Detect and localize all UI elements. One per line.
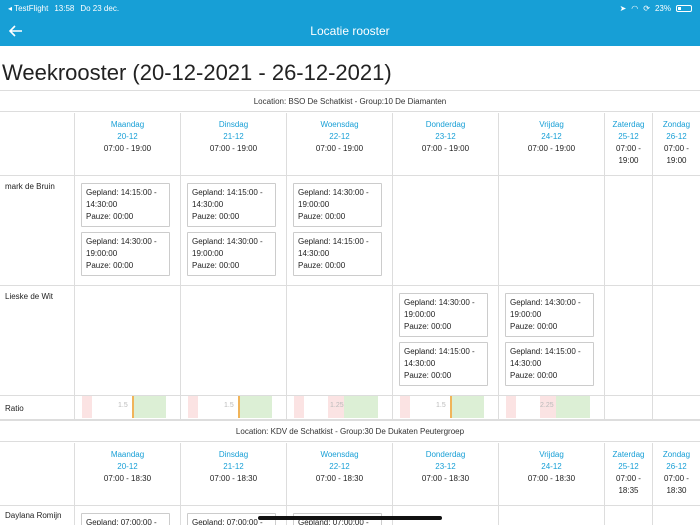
location-section-2: Location: KDV de Schatkist - Group:30 De… [0,420,700,442]
ratio-row: Ratio 1.5 1.5 1.25 1.5 2.25 [0,396,700,420]
day-header-dinsdag: Dinsdag 21-12 07:00 - 19:00 [180,113,286,175]
day-header-vrijdag: Vrijdag 24-12 07:00 - 19:00 [498,113,604,175]
shift-card[interactable]: Gepland: 14:30:00 - 19:00:00 Pauze: 00:0… [293,183,382,227]
day-header-row: Maandag 20-12 07:00 - 18:30 Dinsdag 21-1… [0,443,700,506]
battery-percent: 23% [654,3,671,13]
day-header-row: Maandag 20-12 07:00 - 19:00 Dinsdag 21-1… [0,113,700,176]
day-header-maandag: Maandag 20-12 07:00 - 18:30 [74,443,180,505]
shift-card[interactable]: Gepland: 14:30:00 - 19:00:00 Pauze: 00:0… [81,232,170,276]
lock-rotation-icon: ⟳ [643,3,650,13]
employee-name: Daylana Romijn [5,511,62,520]
shift-card[interactable]: Gepland: 14:15:00 - 14:30:00 Pauze: 00:0… [187,183,276,227]
shift-card[interactable]: Gepland: 14:15:00 - 14:30:00 Pauze: 00:0… [293,232,382,276]
testflight-back-link[interactable]: ◂ TestFlight [8,3,49,13]
employee-name: mark de Bruin [5,182,55,191]
home-indicator[interactable] [258,516,442,520]
status-time: 13:58 [54,3,75,13]
day-header-zondag: Zondag 26-12 07:00 - 18:30 [652,443,700,505]
day-header-zaterdag: Zaterdag 25-12 07:00 - 18:35 [604,443,652,505]
day-header-zaterdag: Zaterdag 25-12 07:00 - 19:00 [604,113,652,175]
shift-card[interactable]: Gepland: 14:15:00 - 14:30:00 Pauze: 00:0… [399,342,488,386]
shift-card[interactable]: Gepland: 14:30:00 - 19:00:00 Pauze: 00:0… [187,232,276,276]
ratio-value: 1.25 [330,402,344,409]
location-icon: ➤ [619,3,627,13]
ratio-label: Ratio [5,404,24,413]
shift-card[interactable]: Gepland: 14:30:00 - 19:00:00 Pauze: 00:0… [399,293,488,337]
day-header-woensdag: Woensdag 22-12 07:00 - 19:00 [286,113,392,175]
location-header: Location: KDV de Schatkist - Group:30 De… [0,420,700,442]
status-bar: ◂ TestFlight 13:58 Do 23 dec. ➤ ◠ ⟳ 23% [0,0,700,16]
ratio-value: 1.5 [118,402,128,409]
day-header-donderdag: Donderdag 23-12 07:00 - 18:30 [392,443,498,505]
nav-bar: Locatie rooster [0,16,700,46]
day-header-donderdag: Donderdag 23-12 07:00 - 19:00 [392,113,498,175]
shift-card[interactable]: Gepland: 07:00:00 - [81,513,170,525]
employee-name: Lieske de Wit [5,292,54,301]
location-section-1: Location: BSO De Schatkist - Group:10 De… [0,90,700,112]
shift-card[interactable]: Gepland: 14:15:00 - 14:30:00 Pauze: 00:0… [505,342,594,386]
battery-icon [676,4,692,12]
employee-row-lieske-de-wit: Lieske de Wit Gepland: 14:30:00 - 19:00:… [0,286,700,396]
shift-card[interactable]: Gepland: 14:30:00 - 19:00:00 Pauze: 00:0… [505,293,594,337]
ratio-value: 1.5 [436,402,446,409]
day-header-zondag: Zondag 26-12 07:00 - 19:00 [652,113,700,175]
day-header-vrijdag: Vrijdag 24-12 07:00 - 18:30 [498,443,604,505]
day-header-maandag: Maandag 20-12 07:00 - 19:00 [74,113,180,175]
day-header-dinsdag: Dinsdag 21-12 07:00 - 18:30 [180,443,286,505]
back-arrow-icon[interactable] [6,21,26,41]
shift-card[interactable]: Gepland: 14:15:00 - 14:30:00 Pauze: 00:0… [81,183,170,227]
employee-row-mark-de-bruin: mark de Bruin Gepland: 14:15:00 - 14:30:… [0,176,700,286]
ratio-value: 1.5 [224,402,234,409]
location-header: Location: BSO De Schatkist - Group:10 De… [0,90,700,112]
wifi-icon: ◠ [631,3,639,13]
day-header-woensdag: Woensdag 22-12 07:00 - 18:30 [286,443,392,505]
status-date: Do 23 dec. [80,3,120,13]
nav-title: Locatie rooster [310,24,390,38]
page-title: Weekrooster (20-12-2021 - 26-12-2021) [2,60,392,85]
ratio-value: 2.25 [540,402,554,409]
